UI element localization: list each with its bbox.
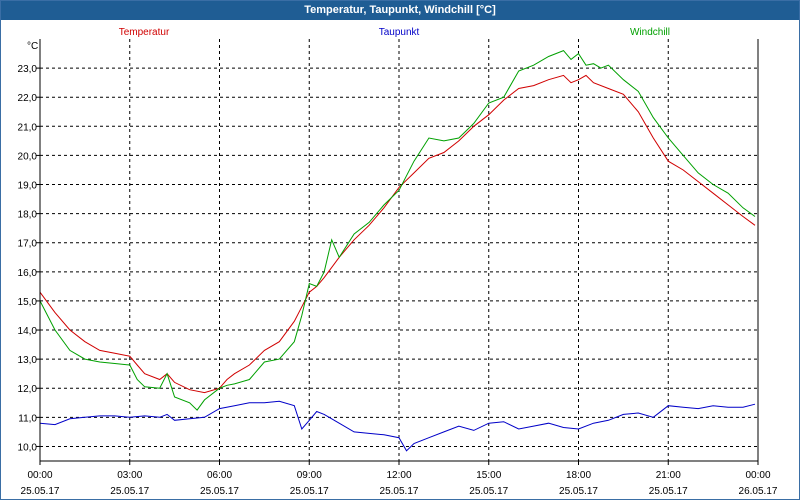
- x-tick-date: 25.05.17: [380, 486, 419, 497]
- x-tick-time: 00:00: [745, 470, 770, 481]
- y-tick-label: 10,0: [18, 442, 38, 453]
- x-tick-date: 25.05.17: [469, 486, 508, 497]
- y-tick-label: 14,0: [18, 326, 38, 337]
- y-tick-label: 23,0: [18, 64, 38, 75]
- x-tick-date: 25.05.17: [559, 486, 598, 497]
- window-title: Temperatur, Taupunkt, Windchill [°C]: [1, 1, 799, 20]
- y-tick-label: 18,0: [18, 210, 38, 221]
- series-line-windchill: [39, 50, 756, 411]
- x-tick-time: 21:00: [656, 470, 681, 481]
- x-tick-date: 25.05.17: [200, 486, 239, 497]
- x-tick-time: 15:00: [476, 470, 501, 481]
- legend-temperatur: Temperatur: [119, 27, 170, 38]
- y-tick-label: 16,0: [18, 268, 38, 279]
- legend-taupunkt: Taupunkt: [379, 27, 420, 38]
- chart-axes: [36, 39, 759, 465]
- x-tick-time: 18:00: [566, 470, 591, 481]
- y-axis-unit: °C: [27, 41, 38, 52]
- x-tick-date: 25.05.17: [21, 486, 60, 497]
- y-tick-label: 12,0: [18, 384, 38, 395]
- y-tick-label: 21,0: [18, 122, 38, 133]
- x-tick-time: 00:00: [27, 470, 52, 481]
- y-tick-label: 17,0: [18, 239, 38, 250]
- y-tick-label: 22,0: [18, 93, 38, 104]
- x-tick-date: 26.05.17: [739, 486, 778, 497]
- y-tick-label: 15,0: [18, 297, 38, 308]
- chart-labels: 10,0 11,0 12,0 13,0 14,0 15,0 16,0 17,0 18,0 19,0…: [18, 27, 778, 497]
- x-tick-time: 06:00: [207, 470, 232, 481]
- x-tick-date: 25.05.17: [649, 486, 688, 497]
- y-tick-label: 19,0: [18, 181, 38, 192]
- chart-grid: [40, 39, 758, 461]
- legend-windchill: Windchill: [630, 27, 670, 38]
- x-tick-time: 12:00: [386, 470, 411, 481]
- y-tick-label: 13,0: [18, 355, 38, 366]
- x-tick-time: 09:00: [297, 470, 322, 481]
- x-tick-date: 25.05.17: [290, 486, 329, 497]
- chart-series: [39, 50, 756, 452]
- y-tick-label: 11,0: [18, 413, 37, 424]
- x-tick-date: 25.05.17: [110, 486, 149, 497]
- series-line-temperatur: [39, 74, 756, 394]
- x-tick-time: 03:00: [117, 470, 142, 481]
- y-tick-label: 20,0: [18, 151, 38, 162]
- series-line-taupunkt: [39, 400, 756, 452]
